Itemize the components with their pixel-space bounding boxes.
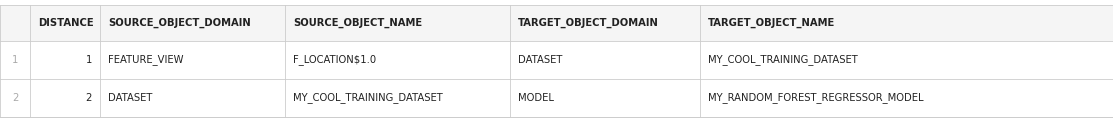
Text: 2: 2	[12, 93, 18, 103]
Text: TARGET_OBJECT_NAME: TARGET_OBJECT_NAME	[708, 18, 835, 28]
Bar	[0, 5, 1113, 41]
Text: DATASET: DATASET	[108, 93, 152, 103]
Text: 2: 2	[86, 93, 92, 103]
Text: SOURCE_OBJECT_NAME: SOURCE_OBJECT_NAME	[293, 18, 422, 28]
Bar	[0, 41, 1113, 79]
Text: MY_COOL_TRAINING_DATASET: MY_COOL_TRAINING_DATASET	[293, 93, 443, 103]
Text: DATASET: DATASET	[518, 55, 562, 65]
Text: 1: 1	[86, 55, 92, 65]
Text: MODEL: MODEL	[518, 93, 554, 103]
Text: MY_COOL_TRAINING_DATASET: MY_COOL_TRAINING_DATASET	[708, 55, 858, 65]
Text: TARGET_OBJECT_DOMAIN: TARGET_OBJECT_DOMAIN	[518, 18, 659, 28]
Text: DISTANCE: DISTANCE	[38, 18, 93, 28]
Text: 1: 1	[12, 55, 18, 65]
Text: F_LOCATION$1.0: F_LOCATION$1.0	[293, 55, 376, 65]
Text: MY_RANDOM_FOREST_REGRESSOR_MODEL: MY_RANDOM_FOREST_REGRESSOR_MODEL	[708, 93, 924, 103]
Text: SOURCE_OBJECT_DOMAIN: SOURCE_OBJECT_DOMAIN	[108, 18, 250, 28]
Text: FEATURE_VIEW: FEATURE_VIEW	[108, 55, 184, 65]
Bar	[0, 79, 1113, 117]
